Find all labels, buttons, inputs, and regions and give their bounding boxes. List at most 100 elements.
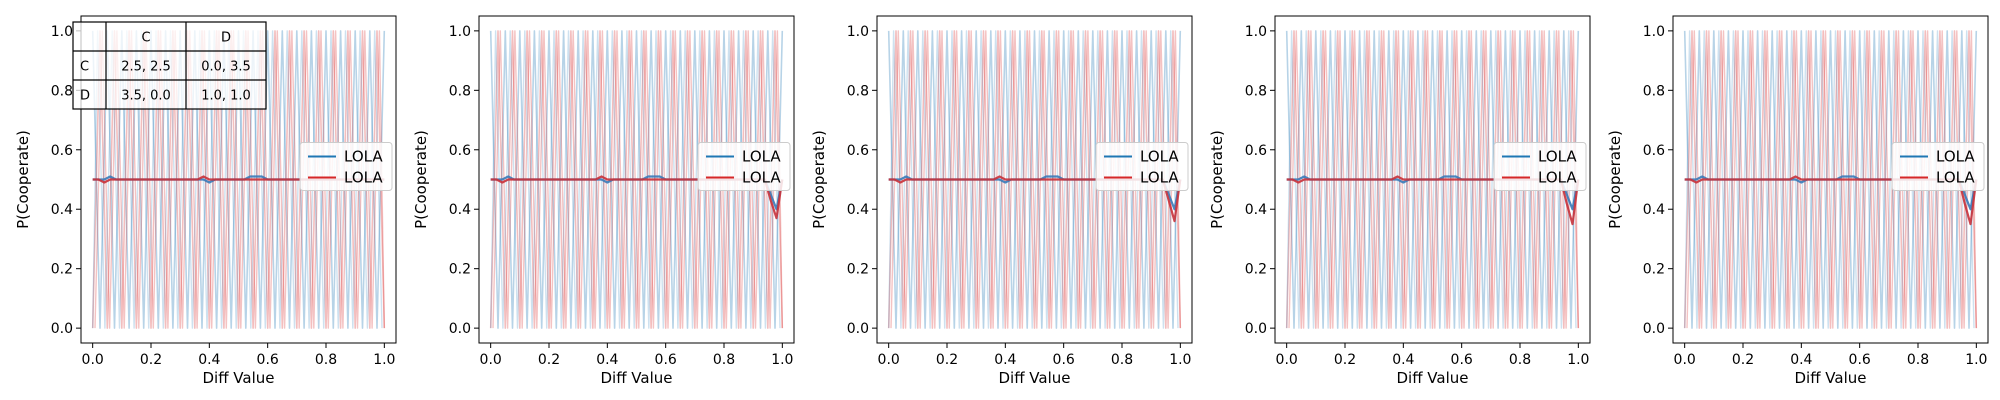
y-tick-label: 0.8 (847, 83, 869, 99)
y-tick-label: 0.2 (1245, 262, 1267, 278)
x-tick-label: 0.4 (596, 352, 618, 368)
y-tick-label: 0.6 (847, 143, 869, 159)
legend-label: LOLA (742, 148, 781, 166)
y-tick-label: 1.0 (1245, 24, 1267, 40)
x-axis-label: Diff Value (600, 369, 672, 387)
chart-panel-4: 0.0 0.2 0.4 0.6 0.8 1.0 0.0 0.2 0.4 0.6 0.8 1.0 Diff… (1208, 15, 1591, 387)
x-tick-label: 0.4 (994, 352, 1016, 368)
y-tick-label: 0.4 (1245, 202, 1267, 218)
y-tick-label: 1.0 (51, 24, 73, 40)
run-trace-blue-alt (1286, 30, 1577, 329)
legend: LOLA LOLA (1891, 142, 1985, 191)
payoff-cell: 0.0, 3.5 (201, 60, 251, 75)
run-trace-blue-alt (888, 30, 1179, 329)
axes-frame (1274, 15, 1591, 344)
legend: LOLA LOLA (697, 142, 791, 191)
y-tick-label: 0.8 (1245, 83, 1267, 99)
run-trace-blue-alt (92, 30, 383, 329)
run-trace-red (489, 30, 784, 329)
chart-panel-3: 0.0 0.2 0.4 0.6 0.8 1.0 0.0 0.2 0.4 0.6 0.8 1.0 Diff… (810, 15, 1193, 387)
x-tick-label: 0.6 (1053, 352, 1075, 368)
y-tick-label: 0.2 (51, 262, 73, 278)
x-tick-label: 0.8 (1111, 352, 1133, 368)
x-tick-label: 1.0 (373, 352, 395, 368)
x-tick-label: 0.6 (257, 352, 279, 368)
run-trace-red-alt (1288, 30, 1579, 329)
y-tick-label: 0.2 (449, 262, 471, 278)
run-trace-blue-alt (1684, 30, 1975, 329)
run-trace-red (887, 30, 1182, 329)
legend-label: LOLA (344, 148, 383, 166)
x-tick-label: 0.6 (1451, 352, 1473, 368)
axes-frame (80, 15, 397, 344)
y-tick-label: 0.0 (51, 321, 73, 337)
x-axis-label: Diff Value (202, 369, 274, 387)
x-tick-label: 0.8 (1509, 352, 1531, 368)
y-tick-label: 0.2 (847, 262, 869, 278)
x-tick-label: 0.0 (82, 352, 104, 368)
y-axis-label: P(Cooperate) (1208, 130, 1226, 229)
x-tick-label: 0.8 (315, 352, 337, 368)
run-traces (1285, 30, 1580, 329)
run-traces (887, 30, 1182, 329)
axes-frame (1672, 15, 1989, 344)
payoff-cell: 3.5, 0.0 (121, 89, 171, 104)
y-tick-label: 0.4 (51, 202, 73, 218)
payoff-table: C DC 2.5, 2.5 0.0, 3.5D 3.5, 0.0 1.0, 1.0 (72, 21, 267, 110)
run-trace-blue-alt (490, 30, 781, 329)
legend: LOLA LOLA (299, 142, 393, 191)
axes-frame (478, 15, 795, 344)
y-tick-label: 1.0 (1643, 24, 1665, 40)
y-tick-label: 0.4 (449, 202, 471, 218)
run-trace-red-alt (94, 30, 385, 329)
y-tick-label: 0.8 (51, 83, 73, 99)
axes-frame (876, 15, 1193, 344)
y-axis-label: P(Cooperate) (1606, 130, 1624, 229)
chart-panel-5: 0.0 0.2 0.4 0.6 0.8 1.0 0.0 0.2 0.4 0.6 0.8 1.0 Diff… (1606, 15, 1989, 387)
y-tick-label: 0.4 (847, 202, 869, 218)
legend-label: LOLA (1140, 148, 1179, 166)
run-trace-red (1683, 30, 1978, 329)
run-trace-blue (489, 30, 784, 329)
x-tick-label: 0.4 (1392, 352, 1414, 368)
x-tick-label: 0.4 (198, 352, 220, 368)
run-trace-blue (1285, 30, 1580, 329)
run-traces (489, 30, 784, 329)
x-tick-label: 0.6 (655, 352, 677, 368)
y-tick-label: 0.4 (1643, 202, 1665, 218)
y-tick-label: 0.6 (1643, 143, 1665, 159)
y-tick-label: 0.0 (449, 321, 471, 337)
x-tick-label: 0.0 (480, 352, 502, 368)
payoff-cell: 2.5, 2.5 (121, 60, 171, 75)
y-axis-label: P(Cooperate) (412, 130, 430, 229)
run-trace-blue (1683, 30, 1978, 329)
x-axis-label: Diff Value (998, 369, 1070, 387)
legend-label: LOLA (742, 169, 781, 187)
x-tick-label: 1.0 (771, 352, 793, 368)
y-tick-label: 0.2 (1643, 262, 1665, 278)
payoff-col-header: C (141, 31, 150, 46)
run-trace-red-alt (492, 30, 783, 329)
x-tick-label: 1.0 (1169, 352, 1191, 368)
y-tick-label: 0.6 (449, 143, 471, 159)
run-trace-red-alt (1686, 30, 1977, 329)
y-tick-label: 0.8 (449, 83, 471, 99)
x-tick-label: 0.2 (1334, 352, 1356, 368)
x-tick-label: 0.2 (538, 352, 560, 368)
y-tick-label: 0.8 (1643, 83, 1665, 99)
legend-label: LOLA (1538, 169, 1577, 187)
x-tick-label: 0.0 (1674, 352, 1696, 368)
run-trace-blue (887, 30, 1182, 329)
legend-label: LOLA (1538, 148, 1577, 166)
run-trace-red (91, 30, 386, 329)
y-tick-label: 0.0 (1643, 321, 1665, 337)
y-tick-label: 0.6 (1245, 143, 1267, 159)
payoff-cell: 1.0, 1.0 (201, 89, 251, 104)
legend: LOLA LOLA (1095, 142, 1189, 191)
run-trace-red (1285, 30, 1580, 329)
run-trace-red-alt (890, 30, 1181, 329)
x-axis-label: Diff Value (1396, 369, 1468, 387)
x-tick-label: 0.0 (1276, 352, 1298, 368)
x-tick-label: 0.2 (1732, 352, 1754, 368)
